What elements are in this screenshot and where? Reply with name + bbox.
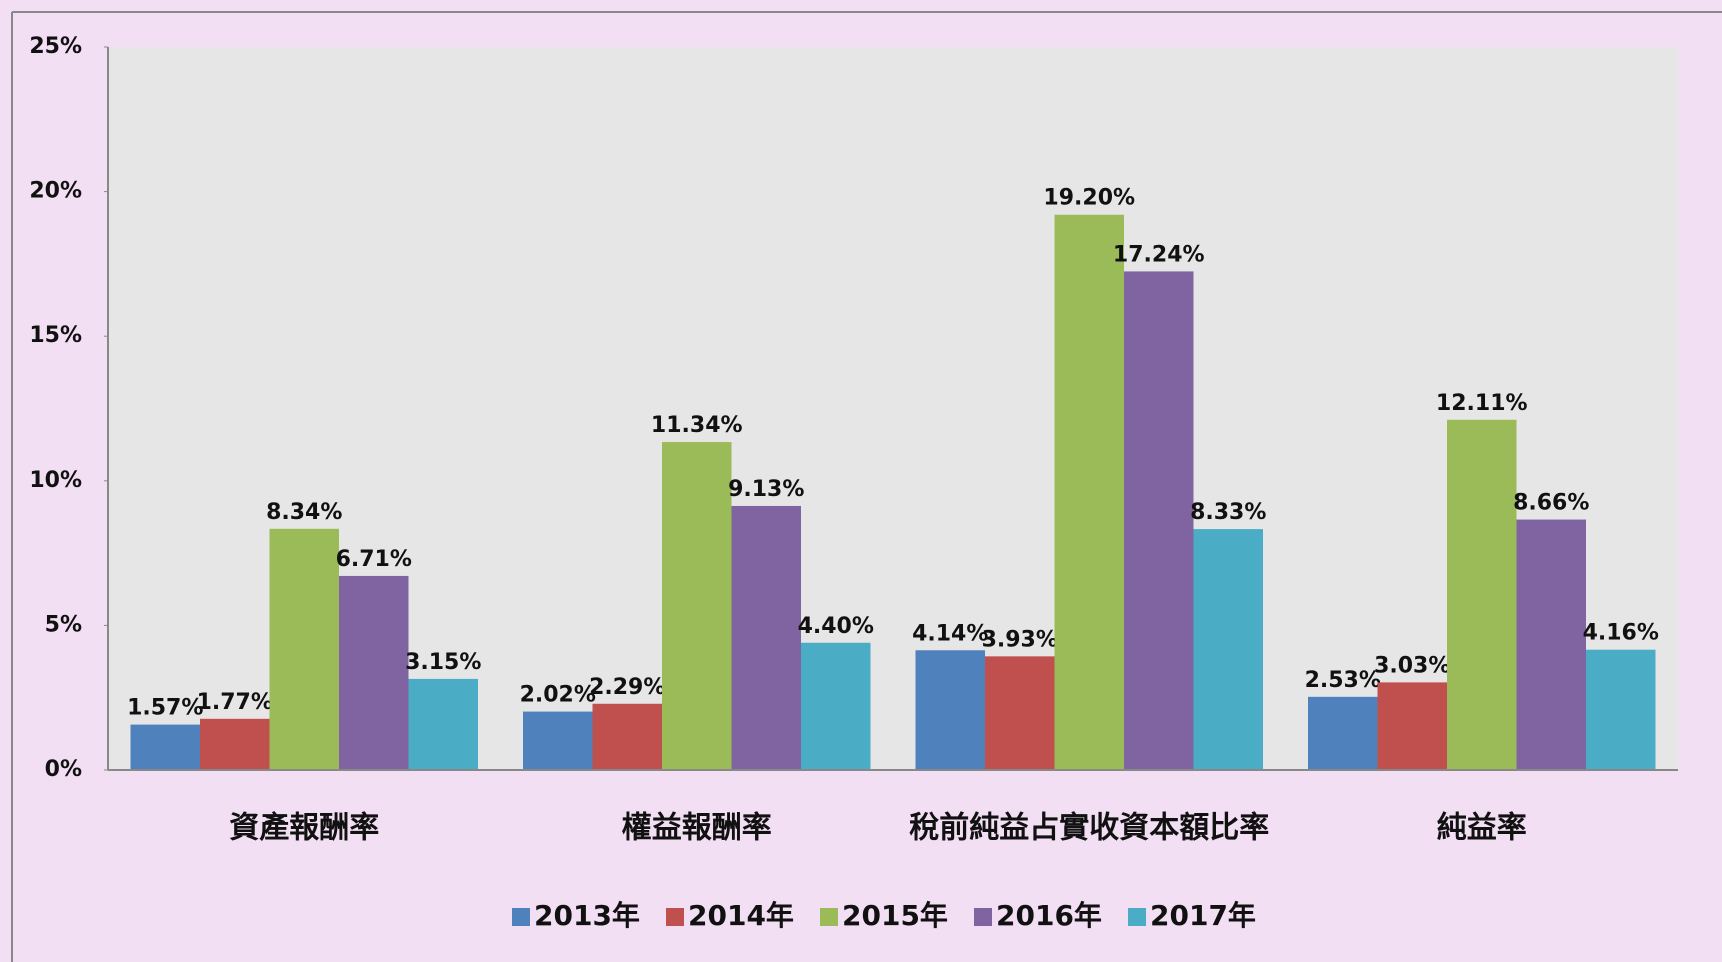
bar	[985, 656, 1055, 770]
legend-swatch	[820, 908, 838, 926]
data-label: 8.34%	[266, 500, 342, 525]
bar	[731, 505, 801, 770]
data-label: 11.34%	[651, 413, 743, 438]
bar	[1586, 649, 1656, 770]
legend-label: 2017年	[1150, 899, 1256, 932]
legend-swatch	[974, 908, 992, 926]
bar	[523, 711, 593, 770]
y-tick-label: 10%	[29, 468, 82, 493]
data-label: 4.14%	[912, 621, 988, 646]
bar	[1054, 214, 1124, 771]
bar	[130, 724, 200, 770]
bar	[915, 650, 985, 770]
data-label: 3.03%	[1374, 653, 1450, 678]
legend-label: 2014年	[688, 899, 794, 932]
bar	[592, 703, 662, 770]
data-label: 8.33%	[1190, 500, 1266, 525]
y-tick-label: 5%	[45, 612, 82, 637]
data-label: 3.93%	[982, 627, 1058, 652]
data-label: 3.15%	[405, 650, 481, 675]
data-label: 19.20%	[1043, 186, 1135, 211]
legend-label: 2016年	[996, 899, 1102, 932]
legend-swatch	[666, 908, 684, 926]
bar	[801, 642, 871, 770]
bar	[1124, 271, 1194, 770]
bar	[408, 678, 478, 770]
data-label: 17.24%	[1113, 242, 1205, 267]
x-tick-label: 稅前純益占實收資本額比率	[909, 811, 1269, 846]
legend-swatch	[1128, 908, 1146, 926]
data-label: 8.66%	[1513, 491, 1589, 516]
x-tick-label: 純益率	[1437, 811, 1527, 846]
x-tick-label: 權益報酬率	[622, 811, 772, 846]
data-label: 6.71%	[336, 547, 412, 572]
data-label: 1.77%	[197, 690, 273, 715]
bar	[1447, 419, 1517, 770]
y-tick-label: 20%	[29, 179, 82, 204]
bar	[339, 575, 409, 770]
y-tick-label: 25%	[29, 34, 82, 59]
legend-label: 2015年	[842, 899, 948, 932]
legend-swatch	[512, 908, 530, 926]
bar	[1308, 696, 1378, 770]
data-label: 2.02%	[520, 683, 596, 708]
bar	[1193, 529, 1263, 770]
data-label: 12.11%	[1436, 391, 1528, 416]
data-label: 2.53%	[1305, 668, 1381, 693]
bar	[1516, 519, 1586, 770]
data-label: 1.57%	[127, 696, 203, 721]
bar	[662, 442, 732, 770]
data-label: 9.13%	[728, 477, 804, 502]
bar	[269, 528, 339, 770]
data-label: 2.29%	[589, 675, 665, 700]
data-label: 4.40%	[798, 614, 874, 639]
bar	[200, 718, 270, 770]
bar	[1377, 682, 1447, 770]
y-tick-label: 15%	[29, 323, 82, 348]
data-label: 4.16%	[1583, 621, 1659, 646]
y-tick-label: 0%	[45, 757, 82, 782]
x-tick-label: 資產報酬率	[229, 811, 379, 846]
legend-label: 2013年	[534, 899, 640, 932]
